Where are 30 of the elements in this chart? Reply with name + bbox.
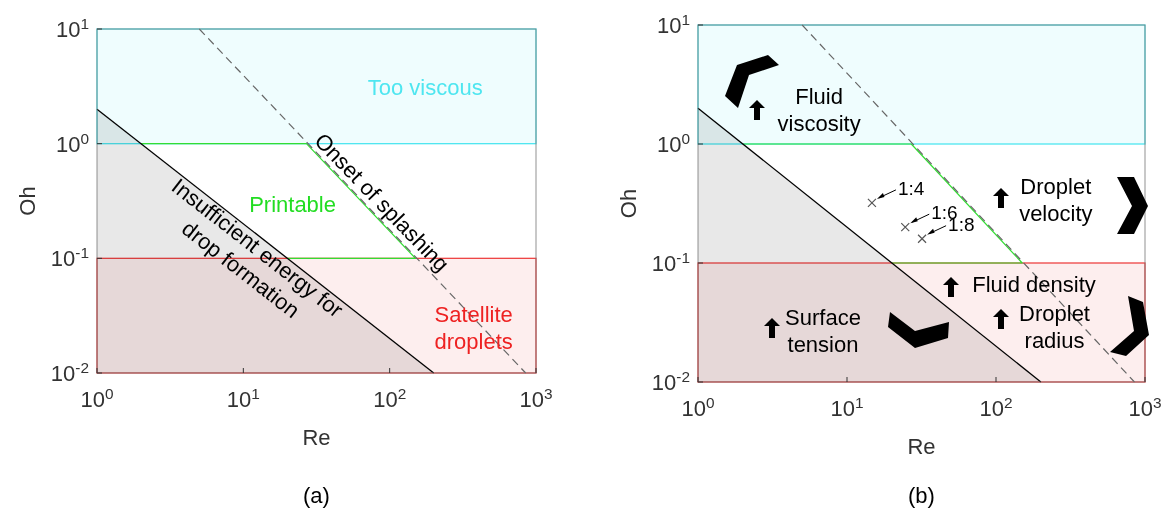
data-label: 1:4 [897,177,925,199]
y-tick-label: 10$^{1}$ [656,10,690,38]
y-tick-label: 10$^{-1}$ [50,243,89,272]
y-axis-title: Oh [15,186,40,216]
text: (b) [908,483,935,508]
annotation: Droplet radius [1019,301,1090,354]
x-tick-label: 10$^{1}$ [226,384,260,412]
text: (a) [303,483,330,508]
x-tick-label: 10$^{2}$ [373,384,407,412]
y-tick-label: 10$^{-2}$ [651,367,690,395]
annotation: Fluid density [972,271,1096,297]
y-tick-label: 10$^{-1}$ [651,248,690,276]
x-tick-label: 10$^{0}$ [80,384,114,412]
y-tick-label: 10$^{0}$ [656,129,690,157]
x-tick-label: 10$^{3}$ [519,384,553,412]
annotation: Fluid viscosity [777,83,861,136]
x-tick-label: 10$^{2}$ [979,393,1013,421]
x-tick-label: 10$^{3}$ [1128,393,1162,421]
annotation: Droplet velocity [1019,174,1093,227]
annotation: Satellite droplets [434,301,513,354]
y-axis-title: Oh [616,188,641,219]
y-tick-label: 10$^{1}$ [55,14,89,42]
x-axis-title: Re [907,434,936,459]
annotation: Too viscous [367,75,483,101]
y-tick-label: 10$^{-2}$ [50,358,89,386]
x-tick-label: 10$^{0}$ [681,393,715,421]
annotation: Surface tension [785,305,861,358]
x-tick-label: 10$^{1}$ [830,393,864,421]
x-axis-title: Re [302,425,331,450]
y-tick-label: 10$^{0}$ [55,129,89,157]
